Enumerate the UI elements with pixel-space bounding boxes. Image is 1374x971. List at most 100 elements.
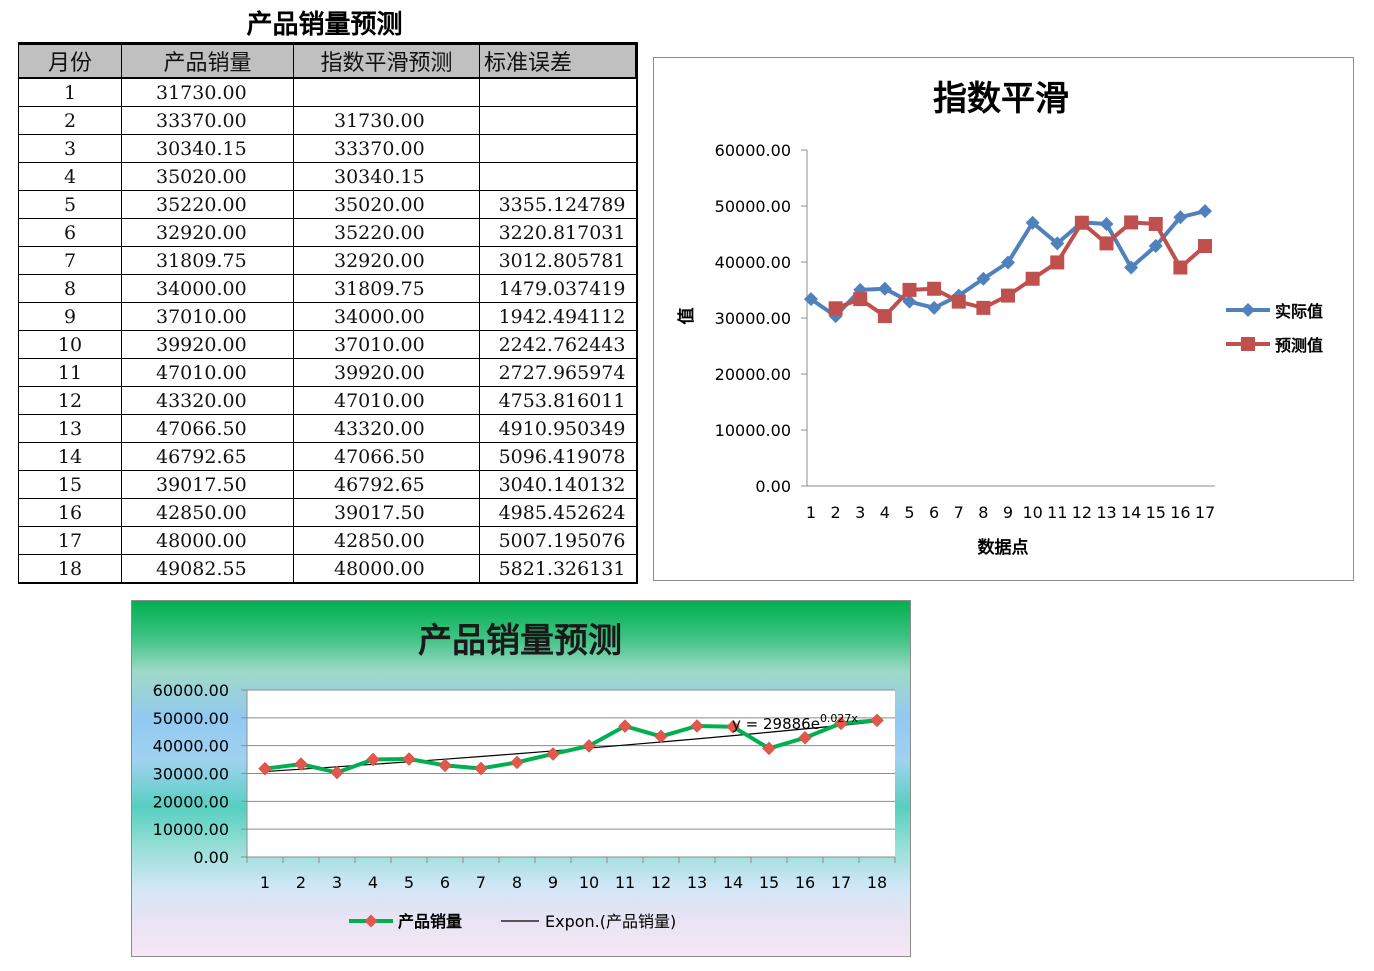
cell-std-error[interactable]: 2727.965974 (479, 358, 638, 387)
y-tick-label: 10000.00 (153, 820, 229, 839)
cell-sales[interactable]: 43320.00 (121, 386, 294, 415)
cell-month[interactable]: 15 (18, 470, 122, 499)
data-point (1173, 260, 1188, 275)
cell-month[interactable]: 4 (18, 162, 122, 191)
cell-forecast[interactable]: 30340.15 (293, 162, 480, 191)
cell-sales[interactable]: 39017.50 (121, 470, 294, 499)
data-point (546, 747, 560, 761)
x-tick-label: 10 (579, 873, 599, 892)
cell-month[interactable]: 11 (18, 358, 122, 387)
cell-sales[interactable]: 37010.00 (121, 302, 294, 331)
exponential-smoothing-chart[interactable]: 指数平滑 0.00 10000.00 20000.00 30000.00 40000.00… (653, 57, 1354, 581)
cell-std-error[interactable]: 5821.326131 (479, 554, 638, 584)
y-tick-label: 0.00 (755, 477, 791, 496)
cell-std-error[interactable]: 3040.140132 (479, 470, 638, 499)
cell-sales[interactable]: 48000.00 (121, 526, 294, 555)
table-row: 16 42850.00 39017.50 4985.452624 (18, 498, 638, 527)
cell-std-error[interactable]: 5096.419078 (479, 442, 638, 471)
cell-month[interactable]: 14 (18, 442, 122, 471)
cell-forecast[interactable]: 37010.00 (293, 330, 480, 359)
x-tick-label: 2 (831, 503, 841, 522)
cell-month[interactable]: 3 (18, 134, 122, 163)
cell-sales[interactable]: 34000.00 (121, 274, 294, 303)
cell-std-error[interactable] (479, 106, 638, 135)
cell-forecast[interactable] (293, 77, 480, 107)
cell-month[interactable]: 18 (18, 554, 122, 584)
cell-month[interactable]: 10 (18, 330, 122, 359)
table-row: 6 32920.00 35220.00 3220.817031 (18, 218, 638, 247)
cell-sales[interactable]: 32920.00 (121, 218, 294, 247)
cell-std-error[interactable]: 3355.124789 (479, 190, 638, 219)
cell-sales[interactable]: 31809.75 (121, 246, 294, 275)
cell-month[interactable]: 12 (18, 386, 122, 415)
cell-forecast[interactable]: 35220.00 (293, 218, 480, 247)
cell-sales[interactable]: 42850.00 (121, 498, 294, 527)
cell-std-error[interactable]: 5007.195076 (479, 526, 638, 555)
cell-sales[interactable]: 33370.00 (121, 106, 294, 135)
cell-std-error[interactable]: 4985.452624 (479, 498, 638, 527)
cell-month[interactable]: 8 (18, 274, 122, 303)
header-std-error[interactable]: 标准误差 (479, 42, 638, 79)
trendline-equation: y = 29886e0.027x (732, 712, 858, 733)
cell-forecast[interactable]: 35020.00 (293, 190, 480, 219)
cell-sales[interactable]: 46792.65 (121, 442, 294, 471)
cell-forecast[interactable]: 34000.00 (293, 302, 480, 331)
cell-month[interactable]: 2 (18, 106, 122, 135)
cell-std-error[interactable] (479, 134, 638, 163)
cell-month[interactable]: 9 (18, 302, 122, 331)
cell-std-error[interactable]: 2242.762443 (479, 330, 638, 359)
x-tick-label: 17 (1195, 503, 1215, 522)
cell-std-error[interactable] (479, 77, 638, 107)
header-forecast[interactable]: 指数平滑预测 (293, 42, 480, 79)
data-point (1148, 216, 1163, 231)
cell-std-error[interactable]: 4910.950349 (479, 414, 638, 443)
cell-month[interactable]: 7 (18, 246, 122, 275)
data-point (877, 281, 892, 296)
cell-std-error[interactable]: 1942.494112 (479, 302, 638, 331)
cell-month[interactable]: 1 (18, 77, 122, 107)
cell-forecast[interactable]: 31730.00 (293, 106, 480, 135)
x-tick-label: 12 (651, 873, 671, 892)
cell-forecast[interactable]: 32920.00 (293, 246, 480, 275)
data-point (870, 713, 884, 728)
header-month[interactable]: 月份 (18, 42, 122, 79)
cell-forecast[interactable]: 47066.50 (293, 442, 480, 471)
cell-sales[interactable]: 30340.15 (121, 134, 294, 163)
cell-forecast[interactable]: 46792.65 (293, 470, 480, 499)
cell-sales[interactable]: 47066.50 (121, 414, 294, 443)
cell-month[interactable]: 5 (18, 190, 122, 219)
cell-month[interactable]: 16 (18, 498, 122, 527)
cell-forecast[interactable]: 48000.00 (293, 554, 480, 584)
cell-forecast[interactable]: 47010.00 (293, 386, 480, 415)
cell-std-error[interactable]: 4753.816011 (479, 386, 638, 415)
table-body: 1 31730.00 2 33370.00 31730.00 3 30340.15 33370… (18, 77, 638, 584)
cell-std-error[interactable] (479, 162, 638, 191)
cell-std-error[interactable]: 3012.805781 (479, 246, 638, 275)
cell-sales[interactable]: 31730.00 (121, 77, 294, 107)
cell-forecast[interactable]: 39017.50 (293, 498, 480, 527)
y-tick-label: 60000.00 (715, 141, 791, 160)
y-tick-label: 60000.00 (153, 681, 229, 700)
cell-forecast[interactable]: 39920.00 (293, 358, 480, 387)
series-line-1 (264, 718, 878, 775)
cell-std-error[interactable]: 3220.817031 (479, 218, 638, 247)
cell-sales[interactable]: 39920.00 (121, 330, 294, 359)
cell-month[interactable]: 17 (18, 526, 122, 555)
cell-sales[interactable]: 49082.55 (121, 554, 294, 584)
legend-marker (1241, 303, 1255, 317)
cell-sales[interactable]: 47010.00 (121, 358, 294, 387)
cell-sales[interactable]: 35220.00 (121, 190, 294, 219)
cell-sales[interactable]: 35020.00 (121, 162, 294, 191)
data-point (762, 741, 776, 756)
cell-std-error[interactable]: 1479.037419 (479, 274, 638, 303)
cell-forecast[interactable]: 33370.00 (293, 134, 480, 163)
cell-month[interactable]: 13 (18, 414, 122, 443)
cell-forecast[interactable]: 43320.00 (293, 414, 480, 443)
cell-forecast[interactable]: 31809.75 (293, 274, 480, 303)
cell-forecast[interactable]: 42850.00 (293, 526, 480, 555)
header-sales[interactable]: 产品销量 (121, 42, 294, 79)
sales-forecast-chart[interactable]: 产品销量预测 0.00 10000.00 20000.00 30000.00 40000.… (131, 600, 911, 957)
cell-month[interactable]: 6 (18, 218, 122, 247)
x-tick-label: 8 (512, 873, 522, 892)
data-point (366, 752, 380, 767)
